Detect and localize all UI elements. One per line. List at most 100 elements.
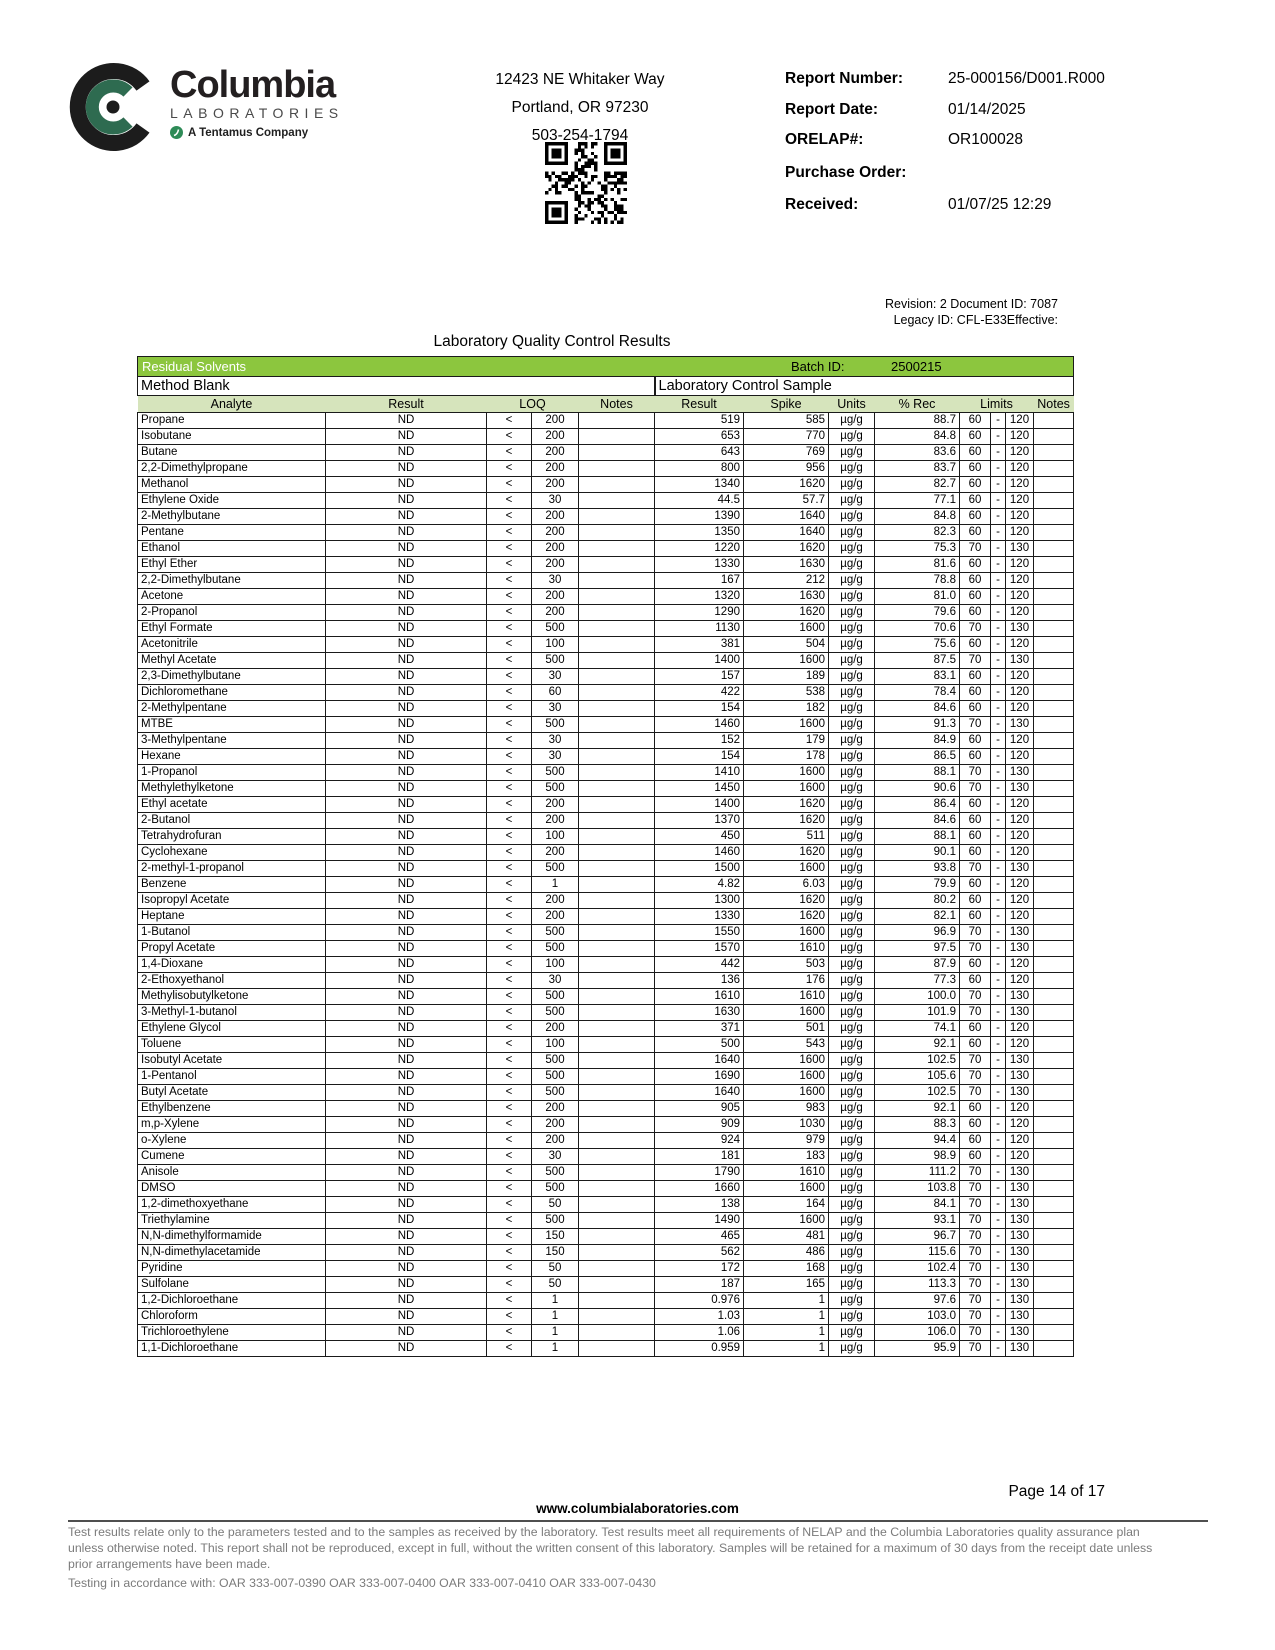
pct-rec-cell: 84.6 [874,700,960,717]
limit-high-cell: 120 [1005,460,1034,477]
mb-result-cell: ND [325,956,487,973]
lcs-notes-cell [1032,1052,1075,1069]
less-than-cell: < [486,476,532,493]
lcs-result-cell: 519 [654,412,744,429]
less-than-cell: < [486,444,532,461]
spike-cell: 1600 [743,1052,829,1069]
mb-notes-cell [578,444,655,461]
mb-notes-cell [578,1148,655,1165]
lcs-result-cell: 450 [654,828,744,845]
limit-low-cell: 70 [959,1324,991,1341]
mb-result-cell: ND [325,428,487,445]
limit-low-cell: 70 [959,1276,991,1293]
lcs-notes-cell [1032,492,1075,509]
less-than-cell: < [486,588,532,605]
mb-notes-cell [578,508,655,525]
report-info-row: Report Number: 25-000156/D001.R000 [785,70,1105,88]
mb-result-cell: ND [325,1068,487,1085]
table-row: Ethyl Formate ND < 500 1130 1600 µg/g 70… [137,620,1075,637]
columbia-logo: Columbia LABORATORIES A Tentamus Company [66,60,344,154]
analyte-cell: Methanol [137,476,326,493]
units-cell: µg/g [828,844,875,861]
mb-notes-cell [578,684,655,701]
lcs-notes-cell [1032,572,1075,589]
batch-id-value: 2500215 [891,359,942,374]
less-than-cell: < [486,988,532,1005]
mb-notes-cell [578,428,655,445]
units-cell: µg/g [828,908,875,925]
col-header-pct-rec: % Rec [874,395,960,413]
loq-cell: 500 [531,1004,579,1021]
analyte-cell: 1-Pentanol [137,1068,326,1085]
pct-rec-cell: 77.3 [874,972,960,989]
spike-cell: 212 [743,572,829,589]
limits-dash-cell: - [990,780,1006,797]
lcs-result-cell: 1550 [654,924,744,941]
lcs-notes-cell [1032,1148,1075,1165]
limit-high-cell: 120 [1005,796,1034,813]
limit-high-cell: 130 [1005,620,1034,637]
lcs-notes-cell [1032,508,1075,525]
units-cell: µg/g [828,924,875,941]
lcs-result-cell: 1490 [654,1212,744,1229]
mb-result-cell: ND [325,940,487,957]
analyte-cell: N,N-dimethylacetamide [137,1244,326,1261]
analyte-cell: Isobutane [137,428,326,445]
limits-dash-cell: - [990,668,1006,685]
mb-result-cell: ND [325,844,487,861]
lcs-notes-cell [1032,1292,1075,1309]
mb-notes-cell [578,1276,655,1293]
disclaimer-line: prior arrangements have been made. [68,1557,271,1571]
limit-high-cell: 130 [1005,1324,1034,1341]
pct-rec-cell: 96.7 [874,1228,960,1245]
mb-notes-cell [578,908,655,925]
table-row: 1,1-Dichloroethane ND < 1 0.959 1 µg/g 9… [137,1340,1075,1357]
limit-high-cell: 130 [1005,764,1034,781]
analyte-cell: Butane [137,444,326,461]
mb-notes-cell [578,492,655,509]
spike-cell: 1600 [743,764,829,781]
brand-subtitle: LABORATORIES [170,105,344,121]
disclaimer-line: Test results relate only to the paramete… [68,1525,1140,1539]
limit-low-cell: 60 [959,428,991,445]
limits-dash-cell: - [990,876,1006,893]
mb-result-cell: ND [325,652,487,669]
limit-low-cell: 60 [959,412,991,429]
analyte-cell: Hexane [137,748,326,765]
table-row: 3-Methylpentane ND < 30 152 179 µg/g 84.… [137,732,1075,749]
pct-rec-cell: 82.1 [874,908,960,925]
loq-cell: 200 [531,524,579,541]
analyte-cell: Heptane [137,908,326,925]
limit-low-cell: 60 [959,684,991,701]
table-row: Ethylene Glycol ND < 200 371 501 µg/g 74… [137,1020,1075,1037]
lcs-result-cell: 1500 [654,860,744,877]
lcs-result-cell: 1290 [654,604,744,621]
less-than-cell: < [486,860,532,877]
lcs-notes-cell [1032,460,1075,477]
analyte-cell: 2-Methylpentane [137,700,326,717]
limit-low-cell: 70 [959,764,991,781]
section-bar-row: Residual Solvents Batch ID: 2500215 [136,356,1075,377]
loq-cell: 500 [531,1180,579,1197]
spike-cell: 189 [743,668,829,685]
pct-rec-cell: 115.6 [874,1244,960,1261]
limit-high-cell: 130 [1005,1004,1034,1021]
lcs-result-cell: 1630 [654,1004,744,1021]
loq-cell: 500 [531,1068,579,1085]
pct-rec-cell: 82.7 [874,476,960,493]
loq-cell: 500 [531,940,579,957]
pct-rec-cell: 97.5 [874,940,960,957]
limits-dash-cell: - [990,1324,1006,1341]
limit-low-cell: 70 [959,540,991,557]
less-than-cell: < [486,1116,532,1133]
lcs-notes-cell [1032,524,1075,541]
mb-result-cell: ND [325,524,487,541]
limit-high-cell: 130 [1005,1068,1034,1085]
lcs-result-cell: 1660 [654,1180,744,1197]
mb-notes-cell [578,1180,655,1197]
limits-dash-cell: - [990,1340,1006,1357]
spike-cell: 1600 [743,652,829,669]
mb-notes-cell [578,1052,655,1069]
table-row: MTBE ND < 500 1460 1600 µg/g 91.3 70 - 1… [137,716,1075,733]
limit-low-cell: 70 [959,860,991,877]
